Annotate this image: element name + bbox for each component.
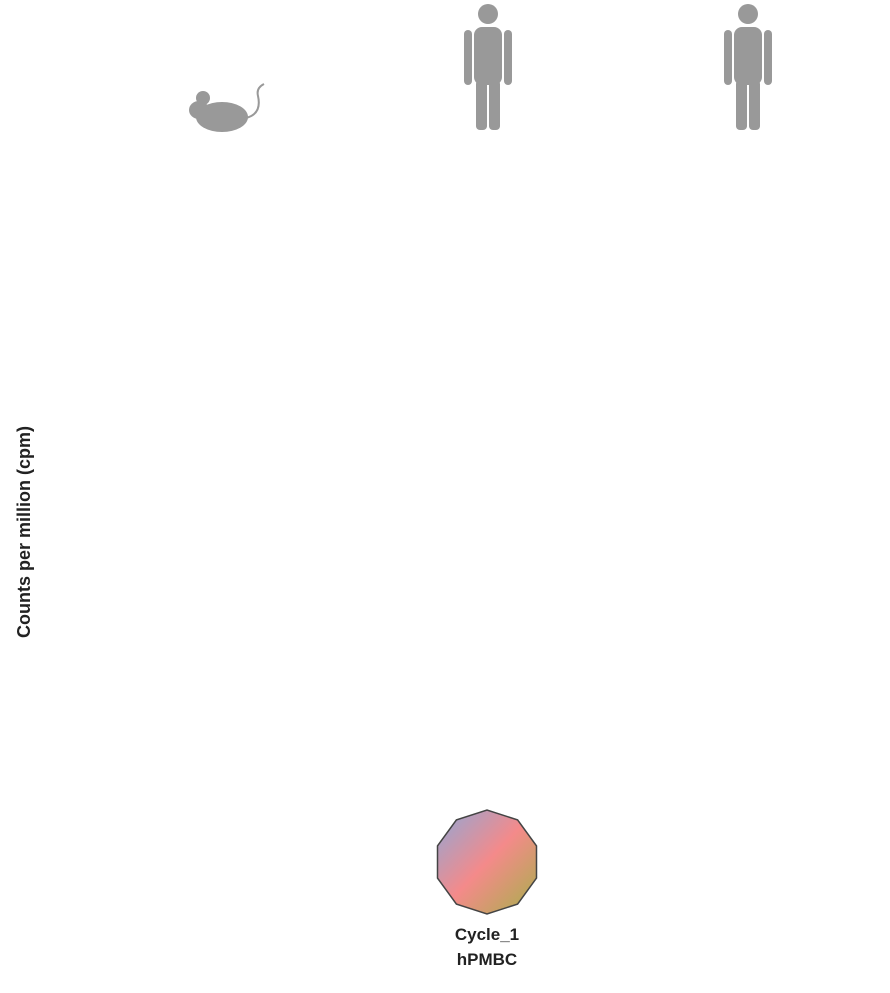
icons xyxy=(189,4,772,132)
human-icon xyxy=(464,4,512,130)
human-icon xyxy=(724,4,772,130)
mouse-icon xyxy=(189,84,264,132)
source-cycle: Cycle_1 xyxy=(455,925,519,944)
source-node xyxy=(438,810,537,914)
source-target: hPMBC xyxy=(457,950,517,969)
figure: Cycle_1 hPMBC Counts per million (cpm) xyxy=(0,0,890,988)
y-axis-label: Counts per million (cpm) xyxy=(14,426,34,638)
